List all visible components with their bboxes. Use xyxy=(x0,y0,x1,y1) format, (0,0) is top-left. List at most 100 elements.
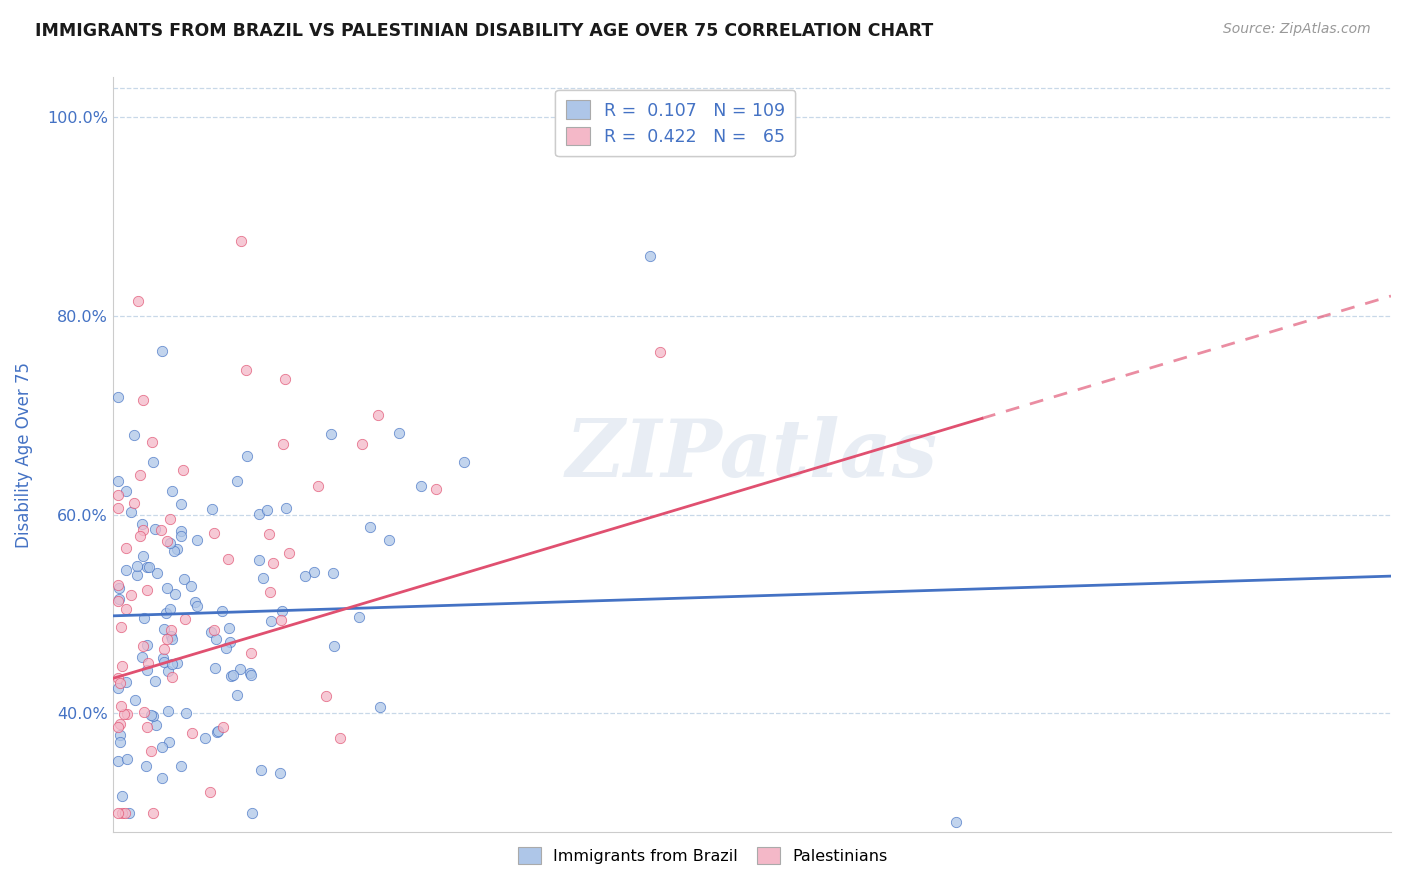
Point xyxy=(239,646,262,660)
Point xyxy=(226,475,249,489)
Point xyxy=(453,455,475,469)
Point xyxy=(239,665,262,680)
Point xyxy=(114,563,136,577)
Point xyxy=(256,503,278,517)
Point xyxy=(150,771,173,785)
Point xyxy=(107,474,129,488)
Point xyxy=(136,656,159,670)
Point xyxy=(202,624,225,638)
Point xyxy=(388,425,411,440)
Point xyxy=(181,725,204,739)
Point xyxy=(236,449,259,463)
Text: IMMIGRANTS FROM BRAZIL VS PALESTINIAN DISABILITY AGE OVER 75 CORRELATION CHART: IMMIGRANTS FROM BRAZIL VS PALESTINIAN DI… xyxy=(35,22,934,40)
Point xyxy=(118,805,141,820)
Point xyxy=(200,625,222,640)
Point xyxy=(107,754,129,768)
Point xyxy=(107,488,129,502)
Point xyxy=(160,483,183,498)
Point xyxy=(271,436,294,450)
Point xyxy=(159,623,181,637)
Point xyxy=(157,735,180,749)
Point xyxy=(194,731,217,745)
Point xyxy=(117,752,139,766)
Point xyxy=(108,735,131,749)
Point xyxy=(138,559,160,574)
Point xyxy=(186,599,208,613)
Point xyxy=(142,455,165,469)
Point xyxy=(205,632,228,647)
Point xyxy=(217,552,239,566)
Point xyxy=(159,629,181,643)
Point xyxy=(107,671,129,685)
Point xyxy=(150,740,173,755)
Point xyxy=(145,718,167,732)
Point xyxy=(146,566,169,580)
Point xyxy=(322,566,344,581)
Y-axis label: Disability Age Over 75: Disability Age Over 75 xyxy=(15,362,32,548)
Point xyxy=(153,656,176,670)
Point xyxy=(207,723,229,738)
Legend: R =  0.107   N = 109, R =  0.422   N =   65: R = 0.107 N = 109, R = 0.422 N = 65 xyxy=(555,90,796,156)
Point xyxy=(143,673,166,688)
Point xyxy=(157,704,180,718)
Point xyxy=(240,805,263,820)
Point xyxy=(173,572,195,586)
Point xyxy=(163,544,186,558)
Point xyxy=(120,505,142,519)
Point xyxy=(160,669,183,683)
Point xyxy=(115,675,138,690)
Point xyxy=(218,621,240,635)
Point xyxy=(307,479,329,493)
Point xyxy=(166,657,188,671)
Point xyxy=(111,659,134,673)
Point xyxy=(132,393,155,408)
Point xyxy=(108,728,131,742)
Point xyxy=(112,706,135,721)
Point xyxy=(124,496,146,510)
Point xyxy=(150,523,173,537)
Point xyxy=(202,525,225,540)
Point xyxy=(108,676,131,690)
Point xyxy=(235,363,257,377)
Point xyxy=(271,604,294,618)
Point xyxy=(153,622,176,636)
Point xyxy=(377,533,399,547)
Point xyxy=(115,541,138,555)
Point xyxy=(352,437,374,451)
Point xyxy=(114,805,136,820)
Point xyxy=(347,610,370,624)
Point xyxy=(638,249,661,263)
Point xyxy=(107,805,129,820)
Point xyxy=(329,731,352,746)
Point xyxy=(229,235,252,249)
Point xyxy=(170,524,193,539)
Point xyxy=(108,716,131,731)
Point xyxy=(367,408,389,422)
Point xyxy=(221,668,243,682)
Point xyxy=(107,578,129,592)
Point xyxy=(142,805,165,820)
Point xyxy=(252,571,274,585)
Point xyxy=(274,372,297,386)
Point xyxy=(226,688,249,702)
Point xyxy=(135,759,157,773)
Point xyxy=(136,583,159,598)
Point xyxy=(276,500,298,515)
Point xyxy=(170,497,193,511)
Point xyxy=(247,552,270,566)
Point xyxy=(184,594,207,608)
Point xyxy=(142,708,165,723)
Point xyxy=(229,662,252,676)
Point xyxy=(115,706,138,721)
Point xyxy=(159,536,181,550)
Point xyxy=(156,534,179,549)
Point xyxy=(122,428,145,442)
Point xyxy=(107,391,129,405)
Point xyxy=(132,639,155,653)
Point xyxy=(170,529,193,543)
Point xyxy=(166,541,188,556)
Point xyxy=(174,706,197,720)
Point xyxy=(170,759,193,773)
Point xyxy=(162,632,184,646)
Point xyxy=(270,613,292,627)
